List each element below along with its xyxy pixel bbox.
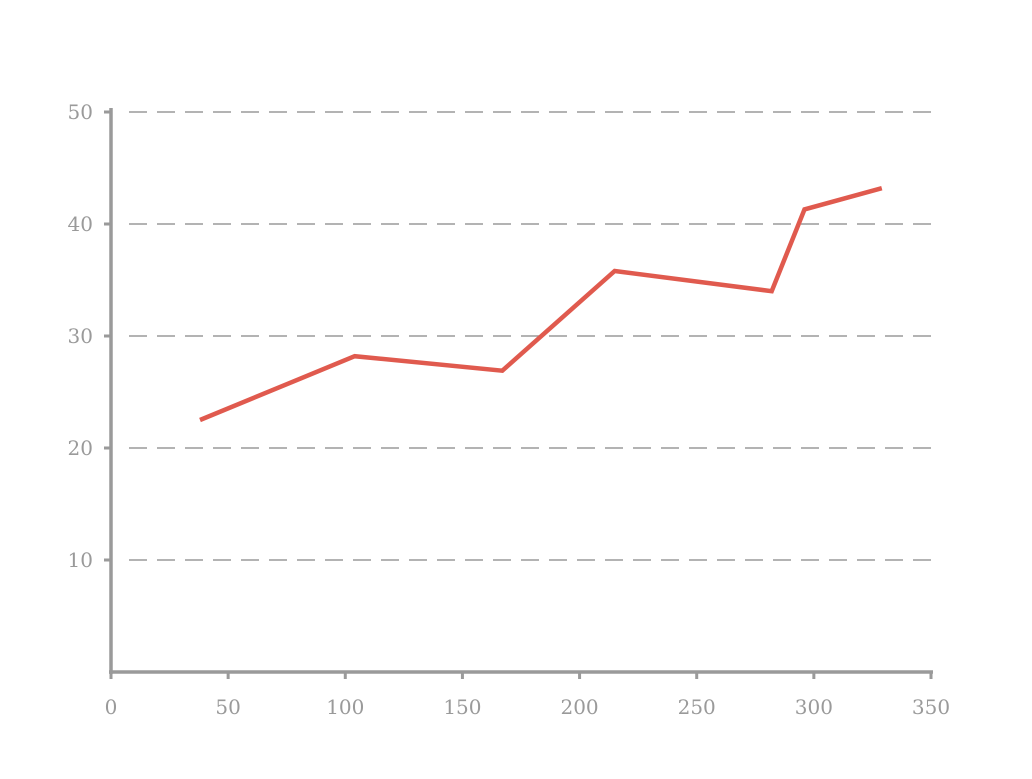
- series-lines: [199, 186, 883, 423]
- x-tick-label: 250: [678, 695, 716, 719]
- series-line-0: [199, 186, 883, 423]
- axes: [109, 108, 933, 674]
- x-tick-label: 100: [326, 695, 364, 719]
- x-axis-ticks: 0 50 100 150 200 250 300 350: [105, 672, 950, 719]
- x-tick-label: 0: [105, 695, 118, 719]
- x-tick-label: 350: [912, 695, 950, 719]
- y-tick-label: 10: [68, 548, 93, 572]
- y-axis-ticks: 10 20 30 40 50: [68, 100, 111, 572]
- x-tick-label: 300: [795, 695, 833, 719]
- grid-lines: [129, 111, 931, 561]
- y-tick-label: 40: [68, 212, 93, 236]
- y-tick-label: 50: [68, 100, 93, 124]
- x-tick-label: 50: [215, 695, 240, 719]
- y-tick-label: 30: [68, 324, 93, 348]
- x-tick-label: 150: [443, 695, 481, 719]
- y-tick-label: 20: [68, 436, 93, 460]
- x-tick-label: 200: [560, 695, 598, 719]
